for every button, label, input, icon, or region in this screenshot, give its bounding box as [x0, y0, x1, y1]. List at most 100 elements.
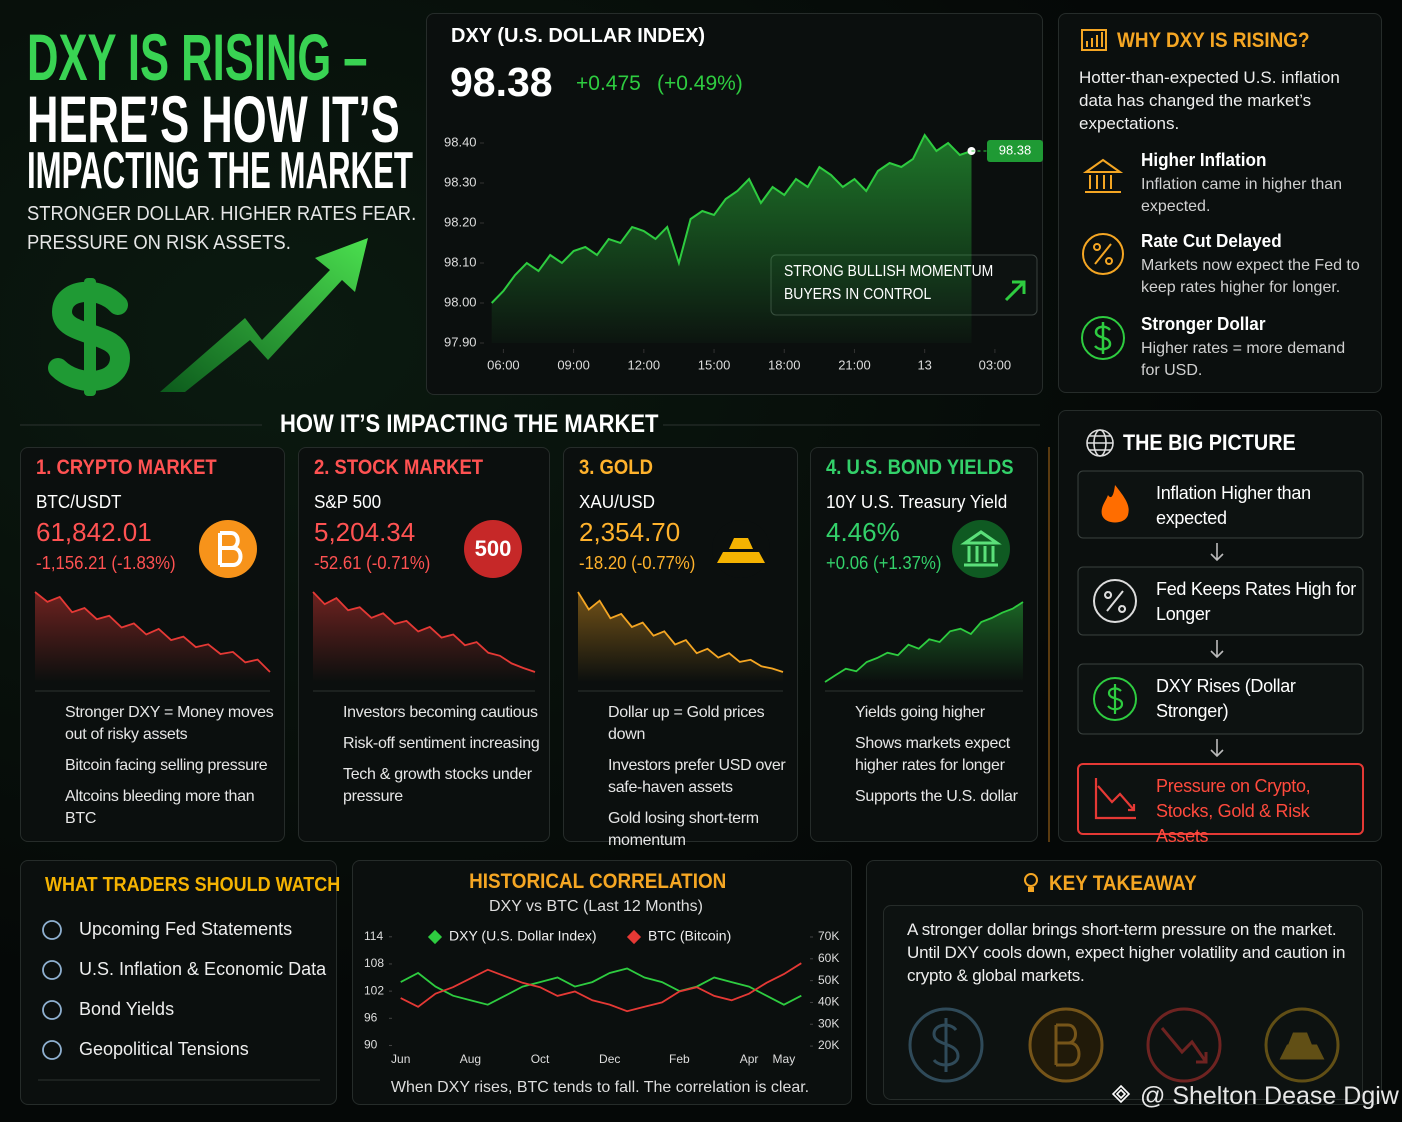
price: 98.38: [450, 59, 553, 105]
title-line: IMPACTING THE MARKET: [27, 142, 413, 200]
badge-label: 500: [475, 536, 512, 561]
x-tick-label: 18:00: [768, 357, 801, 372]
bullet: Gold losing short-term momentum: [575, 808, 790, 852]
bullet-list: Yields going higher Shows markets expect …: [822, 702, 1030, 817]
pair: XAU/USD: [579, 492, 656, 512]
chart-title: HISTORICAL CORRELATION: [469, 870, 727, 893]
watermark: @ Shelton Dease Dgiw: [1140, 1082, 1399, 1110]
bitcoin-glyph: [218, 531, 243, 567]
spark-area: [825, 602, 1023, 682]
legend-label: BTC (Bitcoin): [648, 928, 731, 944]
legend-swatch: [427, 929, 443, 945]
x-tick-label: 06:00: [487, 357, 520, 372]
bullet-text: Investors prefer USD over safe-haven ass…: [608, 757, 786, 796]
x-tick-label: Dec: [599, 1052, 620, 1066]
bullet: Tech & growth stocks under pressure: [310, 764, 542, 808]
step-arrow: [1210, 739, 1224, 758]
legend-swatch: [626, 929, 642, 945]
bullet-text: Stronger DXY = Money moves out of risky …: [65, 704, 274, 743]
price-badge-label: 98.38: [999, 142, 1032, 157]
y-tick-label: 98.40: [444, 134, 477, 149]
why-heading: Rate Cut Delayed: [1141, 231, 1282, 251]
watch-icon: [42, 1000, 62, 1020]
percent-icon: [1104, 590, 1127, 613]
watch-item: Upcoming Fed Statements: [79, 919, 293, 939]
bullet-text: Investors becoming cautious: [343, 704, 538, 721]
takeaway-text: A stronger dollar brings short-term pres…: [907, 920, 1346, 985]
watch-panel: [20, 860, 337, 1105]
y-tick-label: 108: [364, 956, 384, 970]
card-change: +0.06 (+1.37%): [826, 553, 942, 573]
y-tick-label: 98.20: [444, 214, 477, 229]
x-tick-label: 21:00: [838, 357, 871, 372]
spark-area: [35, 592, 270, 682]
why-panel: [1058, 13, 1382, 393]
x-tick-label: May: [773, 1052, 796, 1066]
title-line: DXY IS RISING –: [27, 20, 368, 94]
step-text: Inflation Higher than expected: [1156, 483, 1311, 528]
why-heading: Stronger Dollar: [1141, 314, 1266, 334]
bullet-text: Altcoins bleeding more than BTC: [65, 788, 255, 827]
takeaway-icons: [908, 1007, 1340, 1083]
bullet-text: Dollar up = Gold prices down: [608, 704, 765, 743]
step-text: Fed Keeps Rates High for Longer: [1156, 579, 1356, 624]
why-intro: Hotter-than-expected U.S. inflation data…: [1079, 68, 1340, 133]
spark-line: [312, 591, 536, 673]
subtitle-line: STRONGER DOLLAR. HIGHER RATES FEAR.: [27, 203, 417, 225]
bullet-text: Yields going higher: [855, 704, 985, 721]
y2-tick-label: 20K: [818, 1038, 839, 1052]
big-picture-title: THE BIG PICTURE: [1123, 430, 1296, 455]
y2-tick-label: 50K: [818, 973, 839, 987]
x-tick-label: 13: [917, 357, 931, 372]
area: [491, 135, 972, 343]
price-badge: [987, 140, 1043, 162]
x-tick-label: 03:00: [979, 357, 1012, 372]
y2-tick-label: 70K: [818, 929, 839, 943]
x-tick-label: Oct: [531, 1052, 550, 1066]
annotation: BUYERS IN CONTROL: [784, 286, 932, 303]
step-icon: [1093, 579, 1137, 623]
bullet: Supports the U.S. dollar: [822, 786, 1030, 808]
rising-arrow: [160, 238, 368, 392]
bullet: Bitcoin facing selling pressure: [32, 755, 277, 777]
globe-icon: [1086, 429, 1114, 457]
y-tick-label: 102: [364, 983, 384, 997]
bullet-text: Risk-off sentiment increasing: [343, 735, 540, 752]
card-price: 2,354.70: [579, 517, 681, 547]
why-text: Higher rates = more demand for USD.: [1141, 340, 1346, 379]
pair: 10Y U.S. Treasury Yield: [826, 492, 1008, 512]
section-title: HOW IT’S IMPACTING THE MARKET: [280, 410, 659, 438]
why-icons: [1081, 29, 1124, 275]
card-change: -1,156.21 (-1.83%): [36, 553, 176, 573]
bullet-text: Tech & growth stocks under pressure: [343, 766, 532, 805]
step-text: DXY Rises (Dollar Stronger): [1156, 676, 1296, 721]
bullet-text: Shows markets expect higher rates for lo…: [855, 735, 1010, 774]
card-change: -18.20 (-0.77%): [579, 553, 696, 573]
dollar-icon: [1081, 316, 1125, 360]
y-tick-label: 97.90: [444, 334, 477, 349]
watch-icon: [42, 1040, 62, 1060]
x-tick-label: 15:00: [698, 357, 731, 372]
card-price: 5,204.34: [314, 517, 416, 547]
change-pct: (+0.49%): [657, 72, 743, 95]
y2-tick-label: 40K: [818, 995, 839, 1009]
bullet: Investors prefer USD over safe-haven ass…: [575, 755, 790, 799]
y-tick-label: 98.00: [444, 294, 477, 309]
step-box: [1077, 663, 1364, 735]
annotation: STRONG BULLISH MOMENTUM: [784, 263, 994, 280]
card-change: -52.61 (-0.71%): [314, 553, 431, 573]
watch-title: WHAT TRADERS SHOULD WATCH: [45, 874, 341, 896]
why-title: WHY DXY IS RISING?: [1117, 29, 1310, 52]
why-heading: Higher Inflation: [1141, 150, 1267, 170]
card-heading: 4. U.S. BOND YIELDS: [826, 456, 1014, 479]
why-text: Markets now expect the Fed to keep rates…: [1141, 257, 1360, 296]
pair: BTC/USDT: [36, 492, 122, 512]
bullet: Investors becoming cautious: [310, 702, 542, 724]
annotation-arrow: [1004, 280, 1026, 302]
bullet-text: Gold losing short-term momentum: [608, 810, 759, 849]
watermark-icon: [1111, 1084, 1131, 1104]
spark-area: [313, 592, 535, 682]
bullet: Yields going higher: [822, 702, 1030, 724]
watch-icon: [42, 920, 62, 940]
